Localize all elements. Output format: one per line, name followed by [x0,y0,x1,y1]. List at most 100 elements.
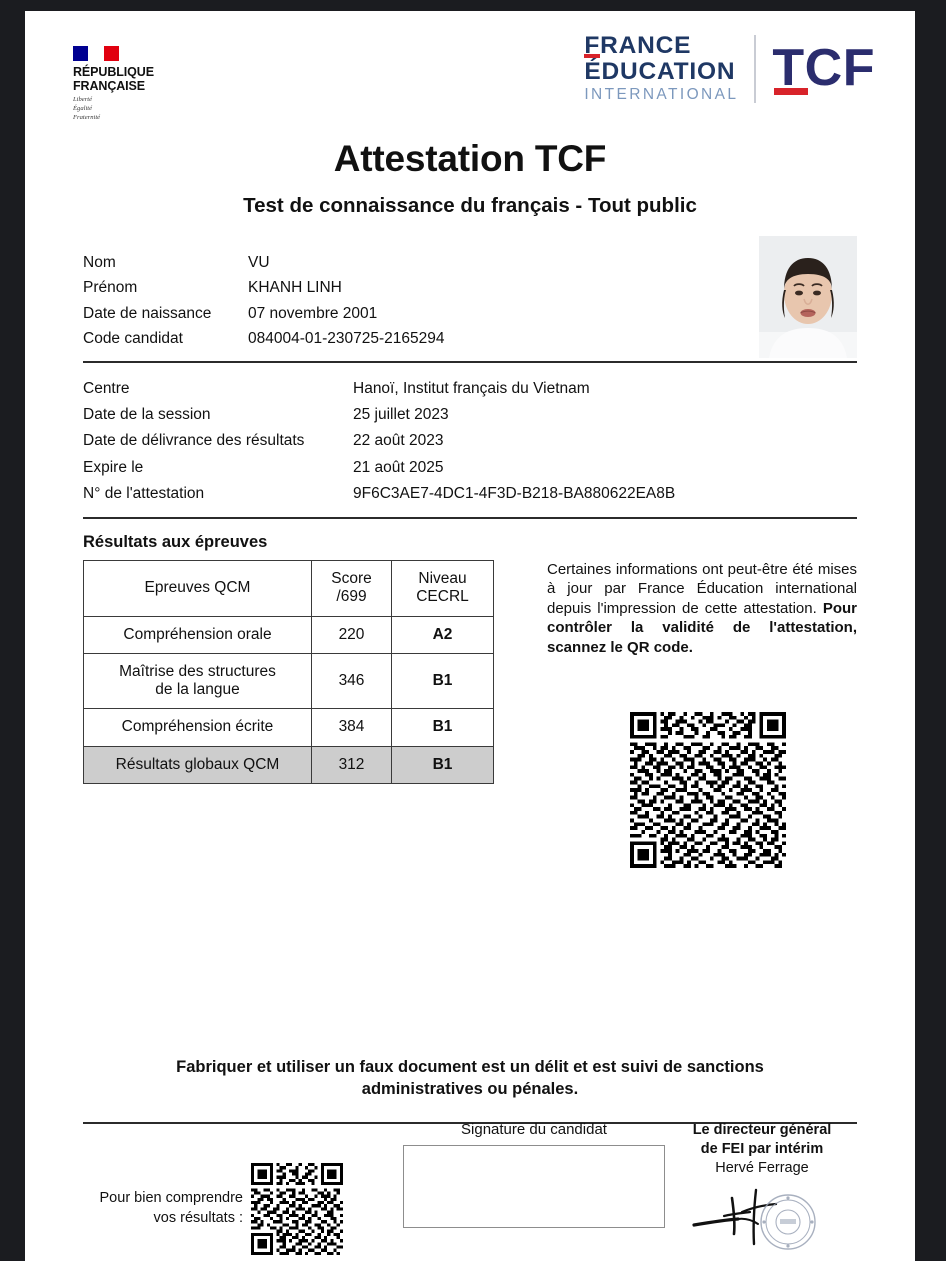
page-title: Attestation TCF [333,138,607,179]
table-row: Compréhension écrite 384 B1 [83,708,494,747]
col-header-epreuves: Epreuves QCM [83,559,312,617]
validity-note: Certaines informations ont peut-être été… [547,560,857,658]
cell-score: 312 [311,745,392,784]
cell-epreuve: Compréhension orale [83,615,312,654]
tcf-text: TCF [772,39,875,98]
republique-line2: FRANÇAISE [73,78,146,93]
identity-value-birthdate: 07 novembre 2001 [248,304,378,322]
page-subtitle: Test de connaissance du français - Tout … [243,194,697,217]
attestation-page: RÉPUBLIQUE FRANÇAISE Liberté Égalité Fra… [25,11,915,1261]
director-title-l2: de FEI par intérim [700,1140,824,1157]
session-details-section: Centre Hanoï, Institut français du Vietn… [83,376,857,507]
fei-line-international: INTERNATIONAL [584,86,739,104]
director-signature-block: Le directeur général de FEI par intérim … [667,1121,857,1250]
col-header-score-l1: Score [331,569,372,587]
col-header-level: Niveau CECRL [391,559,494,617]
session-value-date: 25 juillet 2023 [353,406,449,424]
col-header-score-l2: /699 [336,588,367,606]
fei-wordmark: FRANCE ÉDUCATION INTERNATIONAL [584,33,754,105]
identity-row-birthdate: Date de naissance 07 novembre 2001 [83,301,503,326]
results-guide-label-l1: Pour bien comprendre [99,1190,243,1207]
session-value-issue-date: 22 août 2023 [353,432,444,450]
republique-francaise-logo: RÉPUBLIQUE FRANÇAISE Liberté Égalité Fra… [73,46,193,123]
logo-divider [754,35,757,103]
identity-label-birthdate: Date de naissance [83,304,212,322]
session-value-expiry: 21 août 2025 [353,458,444,476]
france-education-international-logo: FRANCE ÉDUCATION INTERNATIONAL TCF [584,33,875,105]
cell-niveau: B1 [391,745,494,784]
candidate-photo [759,236,857,358]
results-guide-label: Pour bien comprendre vos résultats : [83,1189,243,1228]
table-row-total: Résultats globaux QCM 312 B1 [83,745,494,784]
table-header-row: Epreuves QCM Score /699 Niveau CECRL [83,559,494,617]
results-guide-label-l2: vos résultats : [153,1210,243,1226]
cell-epreuve: Compréhension écrite [83,708,312,747]
results-heading: Résultats aux épreuves [83,532,268,551]
motto-egalite: Égalité [73,104,93,112]
cell-epreuve: Résultats globaux QCM [83,745,312,784]
results-guide-qr-code[interactable] [251,1163,343,1255]
col-header-level-l1: Niveau [418,569,467,587]
motto-fraternite: Fraternité [73,113,101,121]
divider-identity [83,361,857,363]
identity-row-nom: Nom VU [83,250,503,275]
document-header: RÉPUBLIQUE FRANÇAISE Liberté Égalité Fra… [25,11,915,121]
session-row-certificate-number: N° de l'attestation 9F6C3AE7-4DC1-4F3D-B… [83,481,857,507]
identity-label-prenom: Prénom [83,279,138,297]
cell-score: 220 [311,615,392,654]
identity-label-candidate-code: Code candidat [83,329,183,347]
motto-liberte: Liberté [73,96,93,103]
director-title-l1: Le directeur général [692,1122,832,1138]
fraud-warning: Fabriquer et utiliser un faux document e… [83,1056,857,1101]
fraud-warning-line2: administratives ou pénales. [361,1080,579,1099]
cell-score: 384 [311,708,392,747]
director-signature-graphic [667,1178,857,1250]
session-row-expiry: Expire le 21 août 2025 [83,455,857,481]
results-guide-block: Pour bien comprendre vos résultats : [83,1163,343,1255]
cell-niveau: B1 [391,652,494,710]
identity-value-prenom: KHANH LINH [248,279,342,297]
cell-score: 346 [311,652,392,710]
tcf-mark: TCF [772,39,875,98]
identity-label-nom: Nom [83,254,116,271]
republique-motto: Liberté Égalité Fraternité [73,96,193,123]
table-row: Compréhension orale 220 A2 [83,615,494,654]
session-row-centre: Centre Hanoï, Institut français du Vietn… [83,376,857,402]
french-flag-icon [73,46,119,61]
session-label-certificate-number: N° de l'attestation [83,484,205,502]
identity-value-candidate-code: 084004-01-230725-2165294 [248,329,445,347]
republique-line1: RÉPUBLIQUE [73,65,154,79]
divider-session [83,516,857,519]
director-name: Hervé Ferrage [715,1160,809,1177]
session-label-expiry: Expire le [83,458,144,476]
document-footer: Pour bien comprendre vos résultats : [83,1121,857,1255]
validity-qr-code[interactable] [630,711,786,868]
col-header-level-l2: CECRL [416,588,469,606]
cell-niveau: A2 [391,615,494,654]
session-label-centre: Centre [83,380,130,397]
candidate-identity-section: Nom VU Prénom KHANH LINH Date de naissan… [83,236,857,358]
candidate-signature-block: Signature du candidat [403,1121,665,1228]
signature-label: Signature du candidat [461,1121,607,1138]
scores-table: Epreuves QCM Score /699 Niveau CECRL Com… [83,559,494,784]
identity-row-candidate-code: Code candidat 084004-01-230725-2165294 [83,326,503,351]
session-value-centre: Hanoï, Institut français du Vietnam [353,380,590,397]
fei-education-text: ÉDUCATION [584,58,736,86]
col-header-score: Score /699 [311,559,392,617]
cell-niveau: B1 [391,708,494,747]
session-value-certificate-number: 9F6C3AE7-4DC1-4F3D-B218-BA880622EA8B [353,484,676,502]
cell-epreuve-l2: de la langue [155,681,240,699]
identity-row-prenom: Prénom KHANH LINH [83,275,503,300]
fraud-warning-line1: Fabriquer et utiliser un faux document e… [176,1058,764,1076]
identity-rows: Nom VU Prénom KHANH LINH Date de naissan… [83,250,503,351]
session-row-date: Date de la session 25 juillet 2023 [83,402,857,428]
table-row: Maîtrise des structures de la langue 346… [83,652,494,710]
signature-input-box[interactable] [403,1145,665,1228]
session-row-issue-date: Date de délivrance des résultats 22 août… [83,428,857,454]
fei-red-dash-icon [584,54,601,58]
tcf-red-dash-icon [774,87,809,95]
cell-epreuve: Maîtrise des structures de la langue [83,652,312,710]
fei-line-france: FRANCE [584,32,692,60]
divider-footer [83,1122,857,1124]
validity-note-normal: Certaines informations ont peut-être été… [547,560,857,617]
